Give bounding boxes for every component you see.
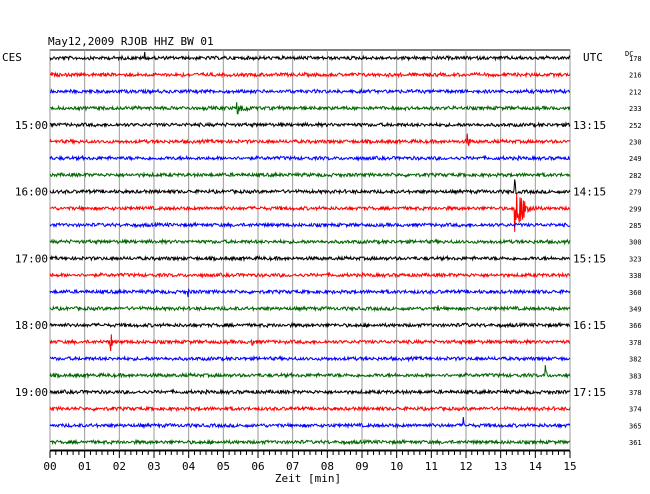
x-tick-label: 14 [529, 460, 543, 473]
x-tick-label: 13 [494, 460, 507, 473]
trace-line [49, 334, 571, 352]
dc-offset-label: 178 [629, 55, 642, 63]
dc-offset-label: 366 [629, 322, 642, 330]
x-tick-label: 00 [43, 460, 56, 473]
trace-line [49, 271, 571, 279]
trace-line [49, 405, 571, 413]
x-tick-label: 01 [78, 460, 91, 473]
x-tick-label: 09 [355, 460, 368, 473]
dc-offset-label: 378 [629, 339, 642, 347]
minute-grid [49, 49, 571, 458]
right-hour-label: 15:15 [573, 252, 606, 265]
right-hour-label: 14:15 [573, 186, 606, 199]
x-tick-label: 10 [390, 460, 403, 473]
dc-offset-label: 285 [629, 222, 642, 230]
chart-title: May12,2009 RJOB HHZ BW 01 [48, 35, 214, 48]
seismic-traces [49, 51, 571, 446]
left-hour-label: 19:00 [15, 386, 48, 399]
x-tick-label: 02 [113, 460, 126, 473]
trace-line [49, 171, 571, 179]
plot-frame [49, 49, 571, 451]
x-axis-label: Zeit [min] [275, 472, 341, 485]
dc-offset-label: 299 [629, 205, 642, 213]
trace-line [49, 305, 571, 313]
trace-line [49, 102, 571, 115]
x-tick-label: 07 [286, 460, 299, 473]
trace-line [49, 288, 571, 298]
x-tick-label: 05 [217, 460, 230, 473]
right-hour-label: 17:15 [573, 386, 606, 399]
dc-offset-label: 349 [629, 306, 642, 314]
x-tick-label: 03 [147, 460, 160, 473]
dc-offset-label: 383 [629, 372, 642, 380]
dc-offset-label: 230 [629, 139, 642, 147]
dc-label: DC [625, 50, 633, 58]
dc-offset-label: 365 [629, 422, 642, 430]
left-hour-label: 15:00 [15, 119, 48, 132]
right-hour-label: 16:15 [573, 319, 606, 332]
dc-offset-label: 361 [629, 439, 642, 447]
left-axis-label: CES [2, 51, 22, 64]
trace-line [49, 179, 571, 196]
trace-line [49, 237, 571, 246]
trace-line [49, 71, 571, 79]
trace-line [49, 193, 570, 232]
x-tick-label: 12 [459, 460, 472, 473]
trace-line [49, 120, 571, 129]
dc-offset-label: 216 [629, 72, 642, 80]
axis-labels: May12,2009 RJOB HHZ BW 01 CES UTC DC Zei… [2, 35, 642, 485]
dc-offset-label: 249 [629, 155, 642, 163]
dc-offset-label: 279 [629, 189, 642, 197]
trace-line [49, 321, 571, 329]
left-hour-label: 16:00 [15, 186, 48, 199]
trace-line [49, 51, 571, 62]
trace-line [49, 388, 571, 396]
right-axis-label: UTC [583, 51, 603, 64]
x-tick-label: 06 [251, 460, 264, 473]
trace-line [49, 416, 571, 430]
trace-line [49, 221, 571, 229]
x-tick-label: 04 [182, 460, 196, 473]
trace-line [49, 254, 571, 263]
dc-offset-label: 323 [629, 255, 642, 263]
trace-line [49, 133, 571, 147]
right-hour-label: 13:15 [573, 119, 606, 132]
trace-line [49, 154, 570, 162]
dc-offset-label: 382 [629, 356, 642, 364]
dc-offset-label: 300 [629, 239, 642, 247]
dc-offset-label: 212 [629, 88, 642, 96]
dc-offset-label: 338 [629, 272, 642, 280]
dc-offset-label: 360 [629, 289, 642, 297]
dc-offset-label: 252 [629, 122, 642, 130]
dc-offset-label: 282 [629, 172, 642, 180]
trace-line [49, 438, 571, 446]
trace-line [49, 87, 571, 96]
dc-offset-label: 233 [629, 105, 642, 113]
dc-offset-label: 374 [629, 406, 642, 414]
left-hour-label: 17:00 [15, 252, 48, 265]
left-hour-label: 18:00 [15, 319, 48, 332]
x-tick-label: 08 [321, 460, 334, 473]
trace-line [49, 365, 571, 380]
x-tick-label: 11 [425, 460, 438, 473]
dc-offset-label: 378 [629, 389, 642, 397]
trace-line [49, 354, 571, 363]
x-tick-label: 15 [563, 460, 576, 473]
